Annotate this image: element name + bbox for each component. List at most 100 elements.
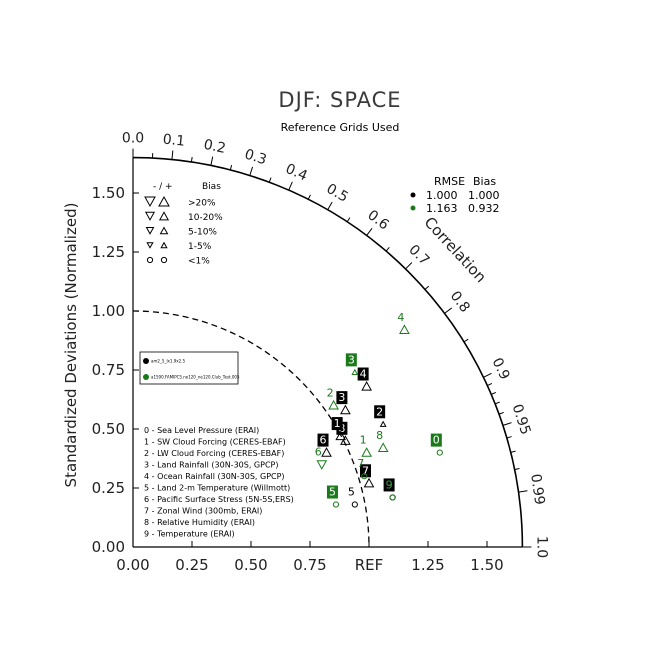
variable-list-item: 5 - Land 2-m Temperature (Willmott)	[144, 484, 290, 493]
bias-legend-label: 1-5%	[188, 242, 212, 252]
y-tick-label: 1.00	[92, 302, 125, 320]
rmse-legend-dot	[410, 192, 416, 198]
correlation-tick-label: 0.9	[488, 355, 512, 382]
y-tick-label: 1.25	[92, 243, 125, 261]
data-point-marker	[379, 420, 387, 427]
rmse-legend-bias-header: Bias	[473, 175, 496, 188]
rmse-legend-rmse-value: 1.163	[426, 202, 458, 215]
data-point-marker	[361, 447, 372, 457]
data-point-marker	[363, 477, 375, 488]
correlation-minor-tick	[424, 285, 430, 290]
data-point-marker	[351, 501, 358, 508]
bias-legend-circle	[160, 256, 168, 264]
variable-list-item: 1 - SW Cloud Forcing (CERES-EBAF)	[144, 438, 286, 447]
correlation-tick-label: 1.0	[533, 536, 549, 558]
correlation-minor-tick	[190, 156, 193, 163]
correlation-minor-tick	[268, 177, 272, 183]
data-point-marker	[340, 404, 351, 415]
correlation-tick-label: 0.2	[202, 137, 227, 157]
data-point-marker	[321, 447, 332, 457]
correlation-minor-tick	[487, 383, 493, 387]
data-point-label: 6	[315, 445, 322, 458]
variable-list-item: 9 - Temperature (ERAI)	[144, 530, 235, 539]
rmse-legend-bias-value: 0.932	[468, 202, 500, 215]
data-point-label: 7	[357, 457, 364, 470]
correlation-tick	[210, 156, 214, 166]
variable-list-item: 7 - Zonal Wind (300mb, ERAI)	[144, 507, 262, 516]
data-point-label: 5	[329, 486, 336, 499]
rmse-legend-rmse-value: 1.000	[426, 189, 458, 202]
y-tick-label: 0.25	[92, 479, 125, 497]
correlation-tick-label: 0.8	[447, 288, 473, 315]
data-point-label: 3	[338, 391, 345, 404]
case-legend-dot	[143, 358, 149, 364]
bias-legend-tri-down	[146, 242, 154, 249]
variable-list-item: 0 - Sea Level Pressure (ERAI)	[144, 426, 259, 435]
bias-legend-tri-up	[160, 241, 168, 249]
correlation-minor-tick	[307, 194, 311, 200]
data-point-label: 0	[433, 434, 440, 447]
correlation-tick	[366, 227, 373, 236]
data-point-label-box	[357, 367, 369, 381]
x-tick-label: 0.25	[175, 556, 208, 574]
correlation-tick	[327, 201, 333, 211]
x-tick-label: 0.00	[116, 556, 149, 574]
variable-list-item: 2 - LW Cloud Forcing (CERES-EBAF)	[144, 449, 284, 458]
bias-legend-label: 5-10%	[188, 228, 217, 238]
x-tick-label: 1.50	[470, 556, 503, 574]
correlation-tick	[444, 307, 453, 314]
case-legend-name: a1590.FAMIPC5.ne120_ne120.Club_Test.005	[151, 375, 240, 380]
bias-legend-header: - / +	[153, 182, 173, 192]
x-tick-label: REF	[355, 556, 384, 574]
correlation-tick	[405, 262, 413, 270]
correlation-minor-tick	[385, 246, 390, 252]
correlation-minor-tick	[514, 468, 520, 471]
y-tick-label: 1.50	[92, 184, 125, 202]
correlation-tick	[502, 422, 512, 426]
y-tick-label: 0.00	[92, 538, 125, 556]
bias-legend-label: 10-20%	[188, 213, 223, 223]
x-tick-label: 0.50	[234, 556, 267, 574]
bias-legend-circle	[146, 256, 154, 264]
correlation-tick	[518, 490, 528, 493]
data-point-label: 1	[360, 434, 367, 447]
y-tick-label: 0.75	[92, 361, 125, 379]
data-point-label: 4	[360, 368, 367, 381]
correlation-minor-tick	[506, 436, 512, 439]
data-point-marker	[377, 442, 389, 452]
case-legend-dot	[143, 374, 149, 380]
y-axis-label: Standardized Deviations (Normalized)	[62, 203, 80, 488]
correlation-tick-label: 0.1	[162, 132, 186, 150]
correlation-tick	[249, 166, 253, 176]
correlation-tick-label: 0.95	[509, 402, 534, 437]
data-point-marker	[361, 380, 372, 391]
data-point-marker	[389, 494, 396, 501]
correlation-minor-tick	[229, 164, 233, 171]
data-point-label-box	[374, 405, 386, 419]
data-point-marker	[436, 449, 443, 456]
chart-title: DJF: SPACE	[278, 88, 401, 112]
data-point-label: 7	[362, 464, 369, 477]
data-point-marker	[399, 324, 410, 334]
data-point-label-box	[345, 353, 357, 367]
correlation-minor-tick	[510, 450, 516, 453]
x-tick-label: 0.75	[293, 556, 326, 574]
data-point-marker	[328, 399, 339, 410]
correlation-tick	[288, 181, 293, 191]
data-point-marker	[335, 430, 347, 441]
correlation-minor-tick	[494, 401, 500, 405]
correlation-minor-tick	[498, 411, 504, 415]
data-point-label-box	[317, 433, 329, 447]
y-tick-label: 0.50	[92, 420, 125, 438]
variable-list-item: 8 - Relative Humidity (ERAI)	[144, 518, 255, 527]
case-legend-box	[139, 351, 239, 385]
bias-legend-tri-up	[159, 226, 169, 235]
legends: - / + Bias>20%10-20%5-10%1-5%<1%RMSE Bias1…	[139, 175, 500, 539]
correlation-tick-label: 0.99	[527, 473, 547, 506]
bias-legend-label: >20%	[188, 199, 216, 209]
data-point-label: 5	[348, 486, 355, 499]
data-point-label: 1	[334, 417, 341, 430]
bias-legend-tri-up	[158, 211, 170, 221]
data-points: REF2345678910123456789	[315, 311, 443, 508]
